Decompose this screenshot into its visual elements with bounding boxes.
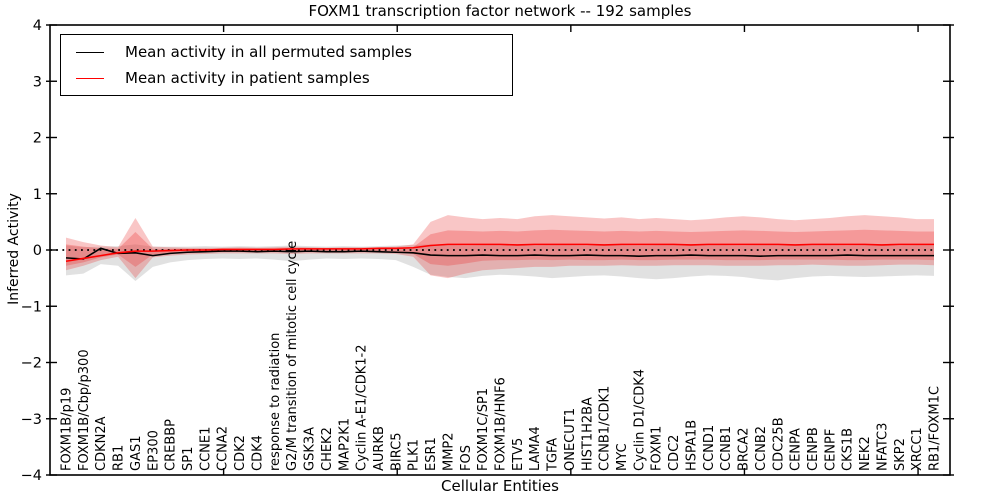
x-tick-label: FOXM1C/SP1	[476, 388, 491, 471]
x-tick-label: response to radiation	[268, 333, 283, 471]
y-axis-label: Inferred Activity	[6, 193, 22, 305]
x-tick-label: PLK1	[407, 439, 422, 471]
y-tick-label: 3	[33, 74, 42, 90]
y-tick-label: 4	[33, 18, 42, 34]
legend-label-permuted: Mean activity in all permuted samples	[125, 43, 412, 61]
x-tick-label: ONECUT1	[563, 408, 578, 471]
y-tick-label: 0	[33, 243, 42, 259]
x-tick-label: RB1	[112, 445, 127, 471]
y-tick-label: −1	[21, 299, 42, 315]
x-tick-label: FOXM1B/Cbp/p300	[77, 349, 92, 471]
x-tick-label: CREBBP	[164, 419, 179, 471]
x-tick-label: FOXM1B/HNF6	[494, 377, 509, 471]
x-tick-label: SKP2	[893, 438, 908, 471]
band-patient-sample-range-outer	[66, 215, 934, 279]
y-axis-ticks: −4 −3 −2 −1 0 1 2 3 4	[21, 18, 954, 484]
x-tick-label: HIST1H2BA	[580, 397, 595, 471]
band-patient-sample-range-inner	[66, 229, 934, 267]
x-tick-label: Cyclin A-E1/CDK1-2	[355, 344, 370, 471]
legend-item-permuted: Mean activity in all permuted samples	[61, 43, 512, 61]
x-tick-label: CDK2	[233, 435, 248, 471]
x-tick-label: CCNB1/CDK1	[598, 386, 613, 471]
band-permuted-sample-range	[66, 244, 934, 281]
legend: Mean activity in all permuted samples Me…	[60, 34, 513, 96]
permuted-line-sample-icon	[76, 51, 104, 53]
x-tick-label: CCND1	[702, 425, 717, 471]
legend-label-patient: Mean activity in patient samples	[125, 69, 370, 87]
x-tick-label: CDC2	[667, 435, 682, 471]
x-entity-labels: FOXM1B/p19 FOXM1B/Cbp/p300 CDKN2A RB1 GAS1 EP…	[60, 241, 943, 472]
patient-mean-line	[65, 243, 934, 263]
x-tick-label: CENPF	[823, 429, 838, 471]
x-tick-label: SP1	[181, 447, 196, 471]
x-tick-label: CKS1B	[841, 428, 856, 471]
x-tick-label: ETV5	[511, 438, 526, 471]
permuted-mean-line	[65, 247, 934, 260]
y-tick-label: −3	[21, 412, 42, 428]
chart-title: FOXM1 transcription factor network -- 19…	[308, 2, 692, 20]
x-tick-label: Cyclin D1/CDK4	[632, 369, 647, 471]
x-tick-label: BIRC5	[389, 433, 404, 472]
x-tick-label: CHEK2	[320, 427, 335, 471]
x-tick-label: CDK4	[250, 435, 265, 471]
x-tick-label: TGFA	[546, 438, 561, 472]
x-tick-label: ESR1	[424, 437, 439, 471]
x-tick-label: MAP2K1	[337, 418, 352, 471]
x-tick-label: CCNE1	[198, 427, 213, 471]
x-tick-label: MYC	[615, 443, 630, 471]
y-tick-label: 1	[33, 187, 42, 203]
x-tick-label: LAMA4	[528, 426, 543, 471]
x-tick-label: NEK2	[858, 436, 873, 471]
y-tick-label: 2	[33, 131, 42, 147]
patient-line-sample-icon	[76, 77, 104, 79]
y-tick-label: −4	[21, 468, 42, 484]
x-tick-label: CENPA	[789, 428, 804, 471]
x-axis-ticks	[222, 25, 919, 475]
x-tick-label: FOS	[459, 445, 474, 471]
x-tick-label: CDC25B	[771, 417, 786, 471]
x-tick-label: GAS1	[129, 436, 144, 472]
x-tick-label: CENPB	[806, 427, 821, 471]
x-tick-label: FOXM1	[650, 426, 665, 471]
x-tick-label: FOXM1B/p19	[60, 388, 75, 471]
x-tick-label: EP300	[146, 430, 161, 471]
x-tick-label: CCNA2	[216, 426, 231, 471]
x-tick-label: BRCA2	[737, 427, 752, 471]
x-tick-label: CCNB1	[719, 426, 734, 471]
x-tick-label: G2/M transition of mitotic cell cycle	[285, 241, 300, 471]
x-tick-label: AURKB	[372, 426, 387, 471]
x-tick-label: GSK3A	[303, 427, 318, 471]
x-tick-label: MMP2	[441, 432, 456, 471]
x-tick-label: HSPA1B	[684, 420, 699, 471]
x-axis-label: Cellular Entities	[441, 477, 559, 495]
x-tick-label: NFATC3	[875, 423, 890, 471]
x-tick-label: CDKN2A	[94, 416, 109, 471]
y-tick-label: −2	[21, 356, 42, 372]
legend-item-patient: Mean activity in patient samples	[61, 69, 512, 87]
x-tick-label: RB1/FOXM1C	[928, 386, 943, 471]
x-tick-label: XRCC1	[910, 427, 925, 471]
x-tick-label: CCNB2	[754, 426, 769, 471]
